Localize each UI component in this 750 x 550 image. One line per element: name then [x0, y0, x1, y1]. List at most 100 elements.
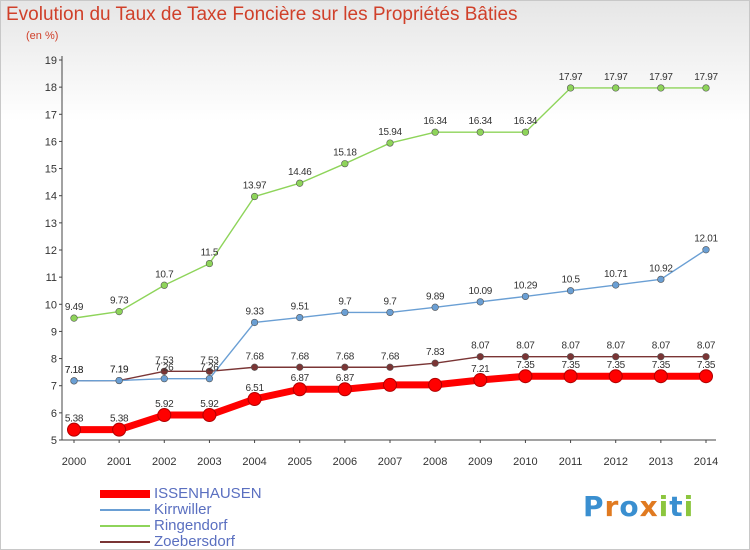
data-point-ringendorf	[521, 128, 530, 136]
x-tick-label: 2003	[197, 456, 221, 468]
data-point-issenhausen	[383, 377, 397, 392]
data-label-ringendorf: 17.97	[559, 72, 583, 83]
data-point-ringendorf	[160, 281, 168, 289]
data-label-kirrwiller: 10.92	[649, 263, 673, 274]
data-point-ringendorf	[70, 314, 78, 322]
data-point-zoebersdorf	[205, 367, 214, 375]
data-label-issenhausen: 5.38	[110, 414, 129, 425]
data-point-ringendorf	[341, 160, 349, 168]
logo-letter: r	[604, 490, 620, 523]
series-line-ringendorf	[73, 87, 707, 319]
legend-label: ISSENHAUSEN	[154, 485, 262, 502]
data-point-zoebersdorf	[296, 363, 304, 371]
data-point-ringendorf	[702, 84, 710, 92]
y-tick-label: 10	[45, 299, 57, 311]
data-point-kirrwiller	[205, 375, 214, 383]
data-label-zoebersdorf: 7.19	[110, 365, 129, 376]
unit-label: (en %)	[26, 30, 59, 42]
data-label-ringendorf: 13.97	[243, 181, 267, 192]
data-label-zoebersdorf: 7.53	[200, 355, 219, 366]
data-label-ringendorf: 16.34	[514, 116, 538, 127]
data-point-issenhausen	[473, 373, 488, 388]
data-point-ringendorf	[115, 308, 123, 316]
y-tick-label: 9	[51, 326, 57, 338]
x-tick-label: 2009	[468, 456, 492, 468]
data-label-kirrwiller: 9.7	[338, 296, 352, 307]
x-tick-label: 2006	[333, 456, 357, 468]
data-point-zoebersdorf	[612, 353, 620, 361]
x-tick-label: 2012	[603, 456, 627, 468]
data-point-issenhausen	[518, 369, 533, 384]
logo-letter: P	[583, 490, 605, 523]
data-label-zoebersdorf: 8.07	[471, 341, 490, 352]
data-point-zoebersdorf	[521, 353, 530, 361]
data-point-issenhausen	[157, 408, 172, 423]
data-label-kirrwiller: 12.01	[694, 234, 718, 245]
data-label-kirrwiller: 7.26	[200, 363, 219, 374]
data-label-zoebersdorf: 8.07	[697, 341, 716, 352]
data-label-issenhausen: 7.35	[516, 360, 535, 371]
data-point-zoebersdorf	[476, 353, 484, 361]
data-point-zoebersdorf	[160, 367, 168, 375]
y-tick-label: 17	[45, 109, 57, 121]
legend-swatch	[100, 509, 150, 511]
data-label-zoebersdorf: 7.68	[245, 351, 264, 362]
legend-swatch	[100, 490, 150, 498]
data-point-issenhausen	[428, 377, 443, 392]
data-point-ringendorf	[657, 84, 665, 92]
data-label-issenhausen: 7.21	[471, 364, 490, 375]
data-label-kirrwiller: 10.5	[561, 275, 580, 286]
y-tick-label: 16	[45, 136, 57, 148]
data-point-kirrwiller	[296, 313, 304, 322]
data-point-zoebersdorf	[566, 353, 575, 361]
data-point-kirrwiller	[341, 308, 349, 317]
data-label-issenhausen: 6.51	[245, 383, 264, 394]
y-tick-label: 18	[45, 82, 57, 94]
data-label-zoebersdorf: 7.18	[65, 365, 84, 376]
data-point-zoebersdorf	[431, 359, 439, 367]
data-label-zoebersdorf: 7.68	[336, 351, 355, 362]
x-tick-label: 2004	[242, 456, 266, 468]
legend-label: Ringendorf	[154, 517, 228, 534]
logo-letter: o	[619, 490, 640, 523]
y-tick-label: 13	[45, 218, 57, 230]
data-label-zoebersdorf: 7.83	[426, 347, 445, 358]
data-point-ringendorf	[296, 179, 304, 187]
data-label-issenhausen: 7.35	[697, 360, 716, 371]
data-point-issenhausen	[653, 369, 668, 384]
data-point-issenhausen	[563, 369, 578, 384]
data-label-zoebersdorf: 8.07	[652, 341, 671, 352]
y-tick-label: 5	[51, 435, 57, 447]
chart-title: Evolution du Taux de Taxe Foncière sur l…	[6, 4, 518, 25]
legend-swatch	[100, 525, 150, 527]
data-point-kirrwiller	[612, 281, 620, 289]
data-label-kirrwiller: 7.18	[65, 365, 84, 376]
data-label-issenhausen: 6.87	[336, 373, 355, 384]
data-point-issenhausen	[608, 369, 623, 384]
data-label-issenhausen: 5.92	[155, 399, 174, 410]
y-tick-label: 11	[46, 272, 57, 284]
data-label-issenhausen: 7.35	[652, 360, 671, 371]
data-label-zoebersdorf: 7.68	[291, 351, 310, 362]
data-point-ringendorf	[431, 128, 439, 136]
data-point-kirrwiller	[115, 376, 123, 385]
y-tick-label: 15	[45, 164, 57, 176]
data-label-kirrwiller: 9.7	[383, 296, 397, 307]
data-label-issenhausen: 7.35	[561, 360, 580, 371]
x-tick-label: 2005	[287, 456, 311, 468]
data-point-ringendorf	[205, 259, 214, 268]
data-point-issenhausen	[67, 422, 81, 437]
data-label-ringendorf: 14.46	[288, 167, 312, 178]
data-point-kirrwiller	[70, 377, 78, 385]
x-tick-label: 2011	[559, 456, 583, 468]
data-label-kirrwiller: 7.19	[110, 365, 129, 376]
logo-letter: i	[683, 490, 695, 523]
data-point-ringendorf	[250, 192, 259, 201]
data-point-zoebersdorf	[702, 353, 710, 361]
logo-letter: i	[658, 490, 670, 523]
data-label-kirrwiller: 9.89	[426, 291, 445, 302]
data-point-issenhausen	[337, 382, 352, 397]
data-label-ringendorf: 15.94	[378, 127, 402, 138]
